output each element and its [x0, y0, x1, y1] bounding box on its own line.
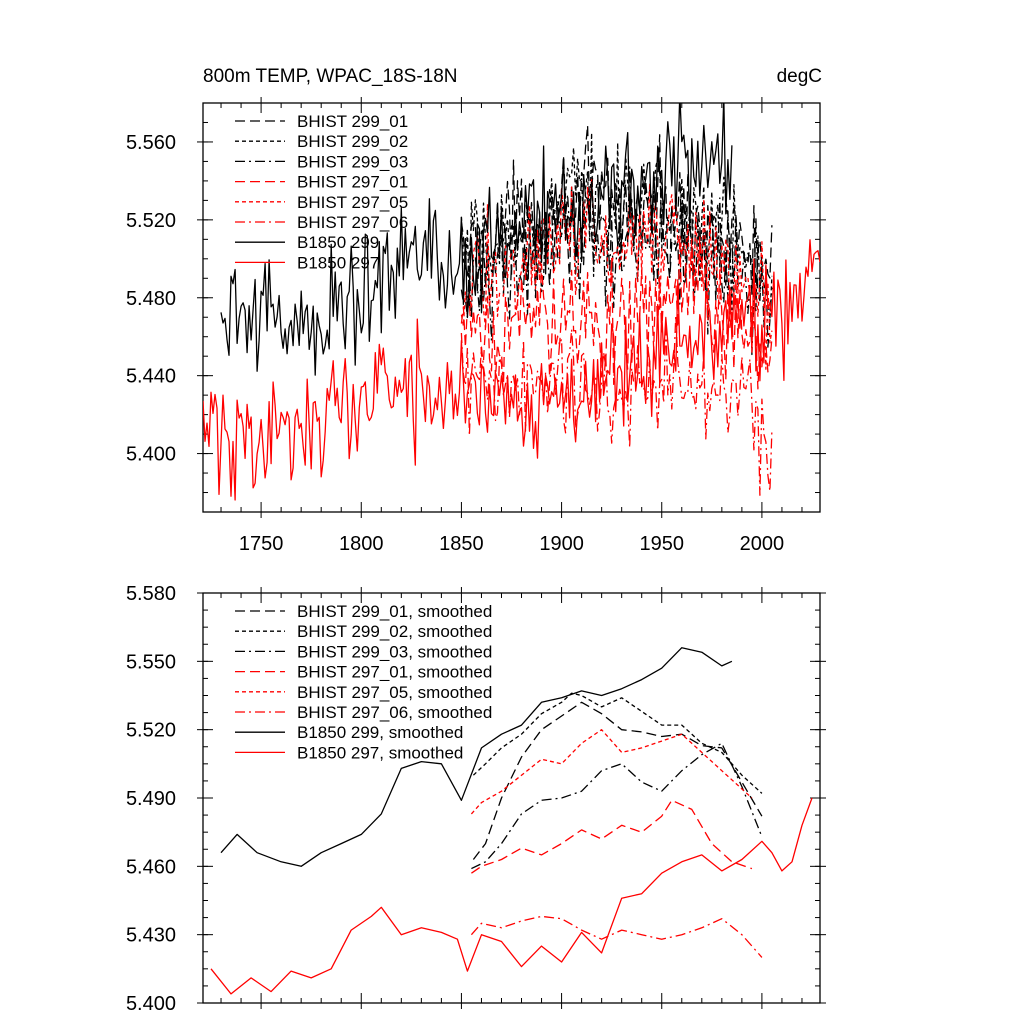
y-tick-label: 5.560 [126, 132, 176, 154]
y-tick-label: 5.460 [126, 856, 176, 878]
y-tick-label: 5.400 [126, 444, 176, 466]
y-tick-label: 5.550 [126, 651, 176, 673]
legend-label: B1850 297, smoothed [297, 743, 463, 762]
series-line-bhist-299-03 [460, 166, 773, 356]
legend-label: BHIST 297_01, smoothed [297, 663, 492, 682]
top-panel-units: degC [777, 66, 822, 87]
plot-frame [202, 592, 821, 1004]
y-tick-label: 5.580 [126, 583, 176, 605]
top-panel-title: 800m TEMP, WPAC_18S-18N [203, 66, 458, 87]
legend-label: BHIST 297_05 [297, 193, 408, 212]
legend-label: B1850 299, smoothed [297, 723, 463, 742]
x-tick-label: 1800 [339, 533, 384, 555]
series-line-bhist-297-06-smoothed [470, 915, 763, 958]
y-tick-label: 5.520 [126, 210, 176, 232]
plot-frame [202, 102, 821, 513]
series-line-b1850-299 [220, 103, 733, 376]
x-tick-label: 1900 [539, 533, 584, 555]
x-tick-label: 2000 [740, 533, 785, 555]
series-line-bhist-297-05-smoothed [470, 729, 753, 815]
x-tick-label: 1850 [439, 533, 484, 555]
series-line-b1850-299-smoothed [220, 647, 733, 867]
series-group [210, 647, 813, 995]
legend-label: BHIST 297_01 [297, 173, 408, 192]
y-tick-label: 5.430 [126, 925, 176, 947]
y-tick-label: 5.490 [126, 788, 176, 810]
series-line-bhist-299-03-smoothed [471, 742, 763, 870]
legend-label: BHIST 297_06 [297, 213, 408, 232]
series-line-bhist-297-06 [460, 314, 773, 496]
series-line-b1850-297 [203, 239, 820, 501]
series-line-bhist-299-01-smoothed [472, 701, 763, 860]
series-group [203, 103, 820, 501]
legend-label: BHIST 297_06, smoothed [297, 703, 492, 722]
legend-label: B1850 299 [297, 233, 379, 252]
top-panel: 1750 1800 1850 1900 1950 2000 5.400 5.440 5.480 5… [126, 97, 826, 555]
y-tick-label: 5.480 [126, 288, 176, 310]
legend-label: BHIST 299_02 [297, 132, 408, 151]
x-tick-label: 1950 [639, 533, 684, 555]
y-tick-label: 5.520 [126, 720, 176, 742]
legend-label: BHIST 299_02, smoothed [297, 622, 492, 641]
legend-label: BHIST 297_05, smoothed [297, 683, 492, 702]
legend-label: BHIST 299_01, smoothed [297, 602, 492, 621]
y-tick-label: 5.400 [126, 993, 176, 1015]
series-line-bhist-299-02 [460, 132, 773, 320]
legend-label: BHIST 299_01 [297, 112, 408, 131]
y-tick-label: 5.440 [126, 366, 176, 388]
series-line-b1850-297-smoothed [210, 797, 813, 995]
series-line-bhist-299-02-smoothed [472, 692, 763, 794]
series-line-bhist-297-05 [460, 178, 773, 370]
legend-label: BHIST 299_03 [297, 152, 408, 171]
legend-label: BHIST 299_03, smoothed [297, 642, 492, 661]
bottom-panel: 5.400 5.430 5.460 5.490 5.520 5.550 5.580 BHIST… [126, 583, 826, 1015]
series-line-bhist-297-01-smoothed [471, 799, 753, 874]
legend-label: B1850 297 [297, 253, 379, 272]
x-tick-label: 1750 [239, 533, 284, 555]
